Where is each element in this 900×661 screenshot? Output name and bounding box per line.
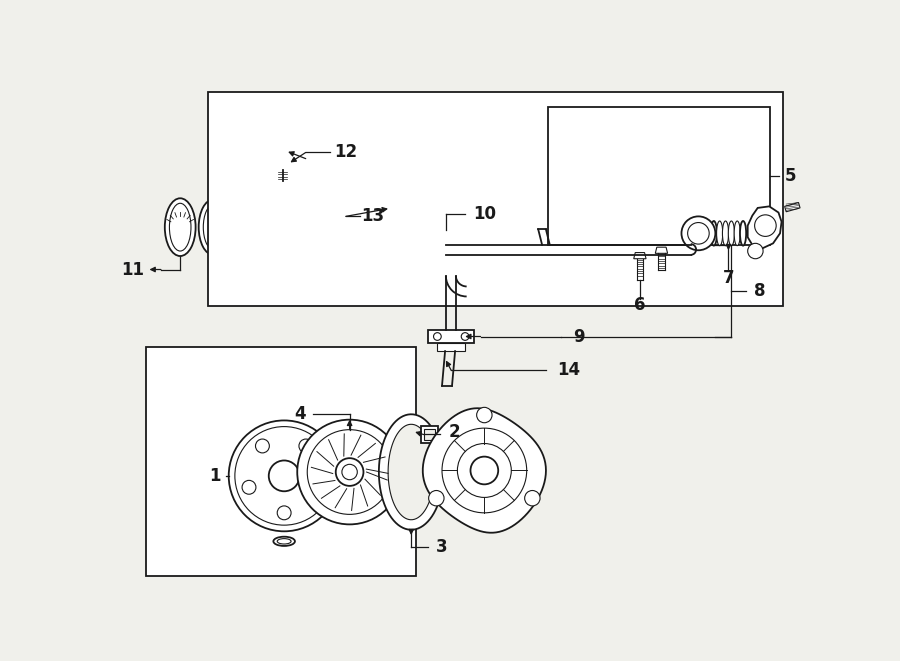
Text: 3: 3: [436, 539, 447, 557]
Polygon shape: [424, 429, 435, 440]
Polygon shape: [350, 216, 363, 230]
Ellipse shape: [393, 223, 406, 237]
Ellipse shape: [274, 537, 295, 546]
Polygon shape: [379, 414, 444, 529]
Text: 8: 8: [754, 282, 765, 300]
Circle shape: [312, 481, 326, 494]
Circle shape: [299, 439, 313, 453]
Polygon shape: [655, 247, 668, 253]
Polygon shape: [146, 346, 416, 576]
Polygon shape: [259, 193, 317, 253]
Circle shape: [229, 420, 339, 531]
Circle shape: [235, 426, 333, 525]
Text: 9: 9: [573, 327, 584, 346]
Circle shape: [269, 461, 300, 491]
Ellipse shape: [392, 196, 403, 214]
Polygon shape: [274, 160, 295, 170]
Circle shape: [342, 464, 357, 480]
Circle shape: [256, 439, 269, 453]
Text: 6: 6: [634, 296, 645, 314]
Text: 13: 13: [361, 208, 384, 225]
Ellipse shape: [728, 221, 734, 246]
Circle shape: [307, 430, 392, 514]
Polygon shape: [358, 201, 400, 225]
Ellipse shape: [734, 221, 741, 246]
Ellipse shape: [169, 204, 191, 251]
Circle shape: [442, 428, 526, 513]
Text: 7: 7: [723, 269, 734, 287]
Circle shape: [681, 216, 716, 251]
Text: 10: 10: [472, 205, 496, 223]
Circle shape: [477, 407, 492, 423]
Polygon shape: [634, 253, 646, 258]
Text: 1: 1: [210, 467, 221, 485]
Text: 14: 14: [557, 362, 580, 379]
Polygon shape: [748, 206, 781, 249]
Text: 4: 4: [294, 405, 306, 423]
Circle shape: [297, 420, 402, 524]
Text: 11: 11: [121, 260, 144, 278]
Circle shape: [428, 490, 444, 506]
Polygon shape: [548, 107, 770, 245]
Text: 5: 5: [785, 167, 796, 185]
Circle shape: [336, 458, 364, 486]
Text: 2: 2: [448, 423, 460, 441]
Circle shape: [242, 481, 256, 494]
Circle shape: [525, 490, 540, 506]
Ellipse shape: [740, 221, 746, 246]
Ellipse shape: [203, 205, 223, 249]
Text: 12: 12: [334, 143, 357, 161]
Polygon shape: [785, 202, 800, 212]
Polygon shape: [388, 424, 435, 520]
Ellipse shape: [385, 229, 399, 244]
Polygon shape: [274, 155, 291, 160]
Circle shape: [461, 332, 469, 340]
Ellipse shape: [199, 200, 228, 255]
Circle shape: [471, 457, 499, 485]
Polygon shape: [423, 408, 546, 533]
Circle shape: [688, 223, 709, 244]
Polygon shape: [421, 426, 438, 443]
Ellipse shape: [716, 221, 723, 246]
Polygon shape: [208, 92, 784, 306]
Ellipse shape: [277, 539, 291, 544]
Polygon shape: [310, 225, 338, 238]
Polygon shape: [338, 219, 363, 233]
Ellipse shape: [723, 221, 729, 246]
Polygon shape: [437, 344, 465, 351]
Circle shape: [748, 243, 763, 258]
Circle shape: [457, 444, 511, 498]
Polygon shape: [274, 181, 292, 193]
Ellipse shape: [165, 198, 195, 256]
Circle shape: [754, 215, 776, 237]
Polygon shape: [265, 202, 306, 245]
Circle shape: [434, 332, 441, 340]
Ellipse shape: [711, 221, 717, 246]
Ellipse shape: [274, 148, 291, 155]
Circle shape: [277, 506, 291, 520]
Polygon shape: [428, 330, 474, 344]
